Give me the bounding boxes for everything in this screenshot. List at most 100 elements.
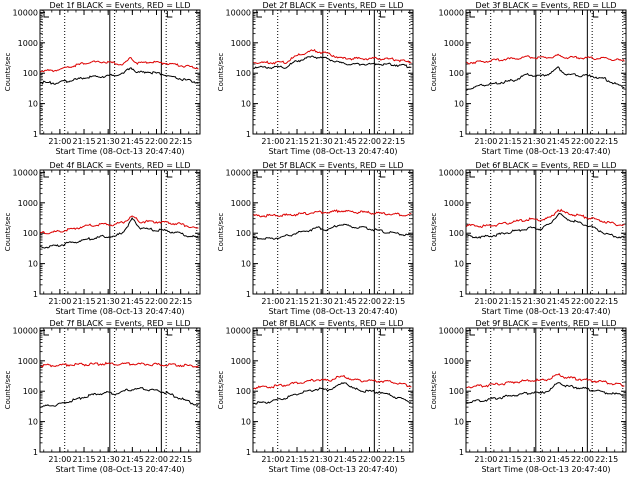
x-axis-label: Start Time (08-Oct-13 20:47:40) [481, 307, 610, 316]
y-tick-label: 1000 [444, 39, 464, 48]
bracket-marker [43, 329, 49, 336]
series-line-events [253, 382, 412, 405]
bracket-marker [469, 329, 475, 336]
y-tick-label: 10000 [13, 326, 38, 335]
detector-panel-7: 1 10 100 1000 10000 21:00 21:15 21:30 21:45 22:00… [4, 319, 201, 474]
series-line-lld [253, 374, 412, 390]
panel-title: Det 5f BLACK = Events, RED = LLD [262, 161, 403, 170]
panel-title: Det 6f BLACK = Events, RED = LLD [475, 161, 616, 170]
x-tick-label: 21:15 [498, 297, 521, 306]
x-tick-label: 21:45 [121, 137, 144, 146]
y-tick-label: 10000 [439, 8, 464, 17]
y-tick-label: 10000 [13, 8, 38, 17]
y-tick-label: 1000 [231, 357, 251, 366]
x-tick-label: 21:30 [310, 455, 333, 464]
x-tick-label: 22:00 [358, 297, 381, 306]
y-tick-label: 10000 [226, 8, 251, 17]
detector-panel-2: 1 10 100 1000 10000 21:00 21:15 21:30 21:45 22:00… [217, 1, 414, 156]
y-tick-label: 10 [454, 260, 464, 269]
x-tick-label: 22:00 [571, 455, 594, 464]
x-tick-label: 21:30 [97, 455, 120, 464]
x-tick-label: 21:15 [285, 137, 308, 146]
series-line-events [253, 55, 412, 70]
y-tick-label: 10 [241, 418, 251, 427]
y-tick-label: 1 [459, 290, 464, 299]
series-line-lld [253, 209, 412, 218]
panel-title: Det 9f BLACK = Events, RED = LLD [475, 319, 616, 328]
detector-panel-5: 1 10 100 1000 10000 21:00 21:15 21:30 21:45 22:00… [217, 161, 414, 316]
panel-title: Det 3f BLACK = Events, RED = LLD [475, 1, 616, 10]
bracket-marker [43, 11, 49, 18]
y-tick-label: 1 [33, 290, 38, 299]
y-tick-label: 100 [449, 229, 464, 238]
panel-title: Det 2f BLACK = Events, RED = LLD [262, 1, 403, 10]
y-tick-label: 1000 [231, 39, 251, 48]
x-tick-label: 21:30 [310, 137, 333, 146]
series-line-events [40, 387, 199, 408]
bracket-marker [592, 329, 599, 336]
x-axis-label: Start Time (08-Oct-13 20:47:40) [481, 465, 610, 474]
bracket-marker [379, 11, 386, 18]
x-tick-label: 21:00 [474, 455, 497, 464]
panel-title: Det 1f BLACK = Events, RED = LLD [49, 1, 190, 10]
bracket-marker [469, 171, 475, 178]
series-line-lld [253, 48, 412, 65]
bracket-marker [256, 11, 262, 18]
y-tick-label: 100 [449, 69, 464, 78]
x-tick-label: 21:00 [261, 455, 284, 464]
x-tick-label: 21:15 [285, 455, 308, 464]
x-tick-label: 22:15 [382, 297, 405, 306]
x-tick-label: 22:00 [358, 137, 381, 146]
x-tick-label: 21:30 [523, 297, 546, 306]
y-tick-label: 100 [449, 387, 464, 396]
detector-panel-6: 1 10 100 1000 10000 21:00 21:15 21:30 21:45 22:00… [430, 161, 627, 316]
y-tick-label: 1000 [18, 39, 38, 48]
series-line-lld [466, 53, 625, 65]
bracket-marker [43, 171, 49, 178]
x-tick-label: 22:15 [169, 137, 192, 146]
bracket-marker [469, 11, 475, 18]
y-tick-label: 1000 [231, 199, 251, 208]
y-tick-label: 100 [23, 229, 38, 238]
bracket-marker [166, 329, 173, 336]
x-axis-label: Start Time (08-Oct-13 20:47:40) [481, 147, 610, 156]
x-axis-label: Start Time (08-Oct-13 20:47:40) [55, 147, 184, 156]
bracket-marker [166, 171, 173, 178]
x-tick-label: 22:15 [169, 297, 192, 306]
y-tick-label: 1 [246, 290, 251, 299]
x-tick-label: 22:00 [145, 137, 168, 146]
x-axis-label: Start Time (08-Oct-13 20:47:40) [268, 465, 397, 474]
y-axis-label: Counts/sec [4, 53, 12, 92]
x-tick-label: 21:15 [498, 455, 521, 464]
plot-frame [39, 327, 201, 453]
series-line-events [40, 216, 199, 249]
series-line-events [253, 223, 412, 240]
y-axis-label: Counts/sec [430, 53, 438, 92]
y-tick-label: 10 [28, 418, 38, 427]
x-tick-label: 21:15 [498, 137, 521, 146]
bracket-marker [256, 329, 262, 336]
x-tick-label: 22:00 [571, 137, 594, 146]
bracket-marker [379, 171, 386, 178]
y-tick-label: 10000 [439, 326, 464, 335]
y-tick-label: 1000 [18, 199, 38, 208]
y-tick-label: 1 [33, 130, 38, 139]
series-line-lld [40, 361, 199, 368]
x-tick-label: 21:30 [523, 455, 546, 464]
x-tick-label: 21:30 [310, 297, 333, 306]
detector-panel-1: 1 10 100 1000 10000 21:00 21:15 21:30 21:45 22:00… [4, 1, 201, 156]
y-tick-label: 10000 [226, 168, 251, 177]
panel-title: Det 4f BLACK = Events, RED = LLD [49, 161, 190, 170]
series-line-lld [40, 215, 199, 235]
y-tick-label: 1 [246, 448, 251, 457]
y-axis-label: Counts/sec [217, 213, 225, 252]
x-tick-label: 21:00 [261, 137, 284, 146]
x-tick-label: 21:15 [72, 137, 95, 146]
x-tick-label: 22:15 [595, 137, 618, 146]
detector-panel-9: 1 10 100 1000 10000 21:00 21:15 21:30 21:45 22:00… [430, 319, 627, 474]
x-tick-label: 21:45 [121, 297, 144, 306]
x-tick-label: 22:15 [382, 455, 405, 464]
plot-frame [39, 9, 201, 135]
x-tick-label: 21:15 [72, 297, 95, 306]
x-tick-label: 21:15 [285, 297, 308, 306]
